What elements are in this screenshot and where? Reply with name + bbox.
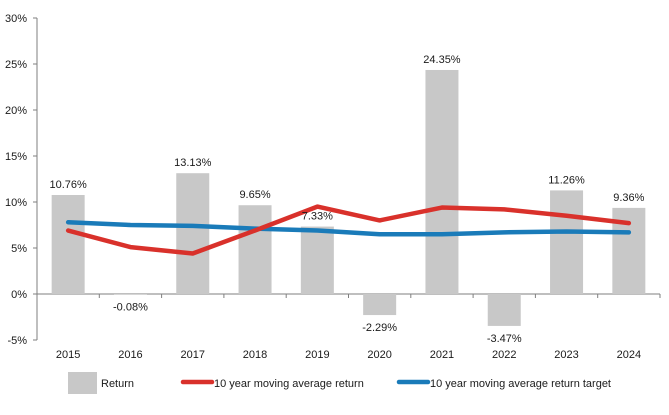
data-label: 9.36% <box>613 192 644 204</box>
legend: Return 10 year moving average return 10 ye… <box>68 372 611 394</box>
y-tick-label: 10% <box>5 197 27 209</box>
x-tick-label: 2016 <box>118 349 142 361</box>
return-bar <box>300 226 334 294</box>
x-tick-label: 2021 <box>430 349 454 361</box>
data-label: 13.13% <box>174 157 212 169</box>
return-bar <box>425 69 459 294</box>
x-tick-label: 2018 <box>243 349 267 361</box>
x-tick-label: 2023 <box>554 349 578 361</box>
return-bar <box>487 294 521 326</box>
x-tick-label: 2017 <box>181 349 205 361</box>
y-tick-label: 5% <box>11 243 27 255</box>
data-label: 10.76% <box>49 179 87 191</box>
x-tick-label: 2020 <box>367 349 391 361</box>
data-label: -3.47% <box>487 333 522 345</box>
return-bar <box>113 294 147 295</box>
return-bar <box>238 205 272 294</box>
data-label: 9.65% <box>239 189 270 201</box>
return-bars <box>51 69 646 326</box>
axis-ticks: -5% 0% 5% 10% 15% 20% 25% 30% 2015 2016 2017 2018 20… <box>5 13 641 361</box>
data-labels: 10.76% -0.08% 13.13% 9.65% 7.33% -2.29% 24.35%… <box>49 54 644 345</box>
legend-return-swatch <box>68 372 97 394</box>
return-bar <box>363 294 397 316</box>
y-tick-label: -5% <box>7 335 27 347</box>
x-tick-label: 2024 <box>617 349 641 361</box>
legend-return-label: Return <box>101 378 134 390</box>
data-label: 7.33% <box>302 211 333 223</box>
y-tick-label: 15% <box>5 151 27 163</box>
average-lines <box>65 204 632 256</box>
y-tick-label: 30% <box>5 13 27 25</box>
return-bar <box>176 173 210 294</box>
moving-average-return-line <box>65 204 632 256</box>
legend-average-label: 10 year moving average return <box>214 378 364 390</box>
legend-target-label: 10 year moving average return target <box>430 378 611 390</box>
return-bar <box>550 190 584 294</box>
x-tick-label: 2015 <box>56 349 80 361</box>
data-label: -0.08% <box>113 302 148 314</box>
data-label: -2.29% <box>362 322 397 334</box>
y-tick-label: 25% <box>5 59 27 71</box>
data-label: 11.26% <box>548 174 585 186</box>
x-tick-label: 2022 <box>492 349 516 361</box>
moving-average-target-line <box>65 219 632 237</box>
x-tick-label: 2019 <box>305 349 329 361</box>
return-bar <box>51 195 85 294</box>
data-label: 24.35% <box>423 54 461 66</box>
y-tick-label: 0% <box>11 289 27 301</box>
y-tick-label: 20% <box>5 105 27 117</box>
